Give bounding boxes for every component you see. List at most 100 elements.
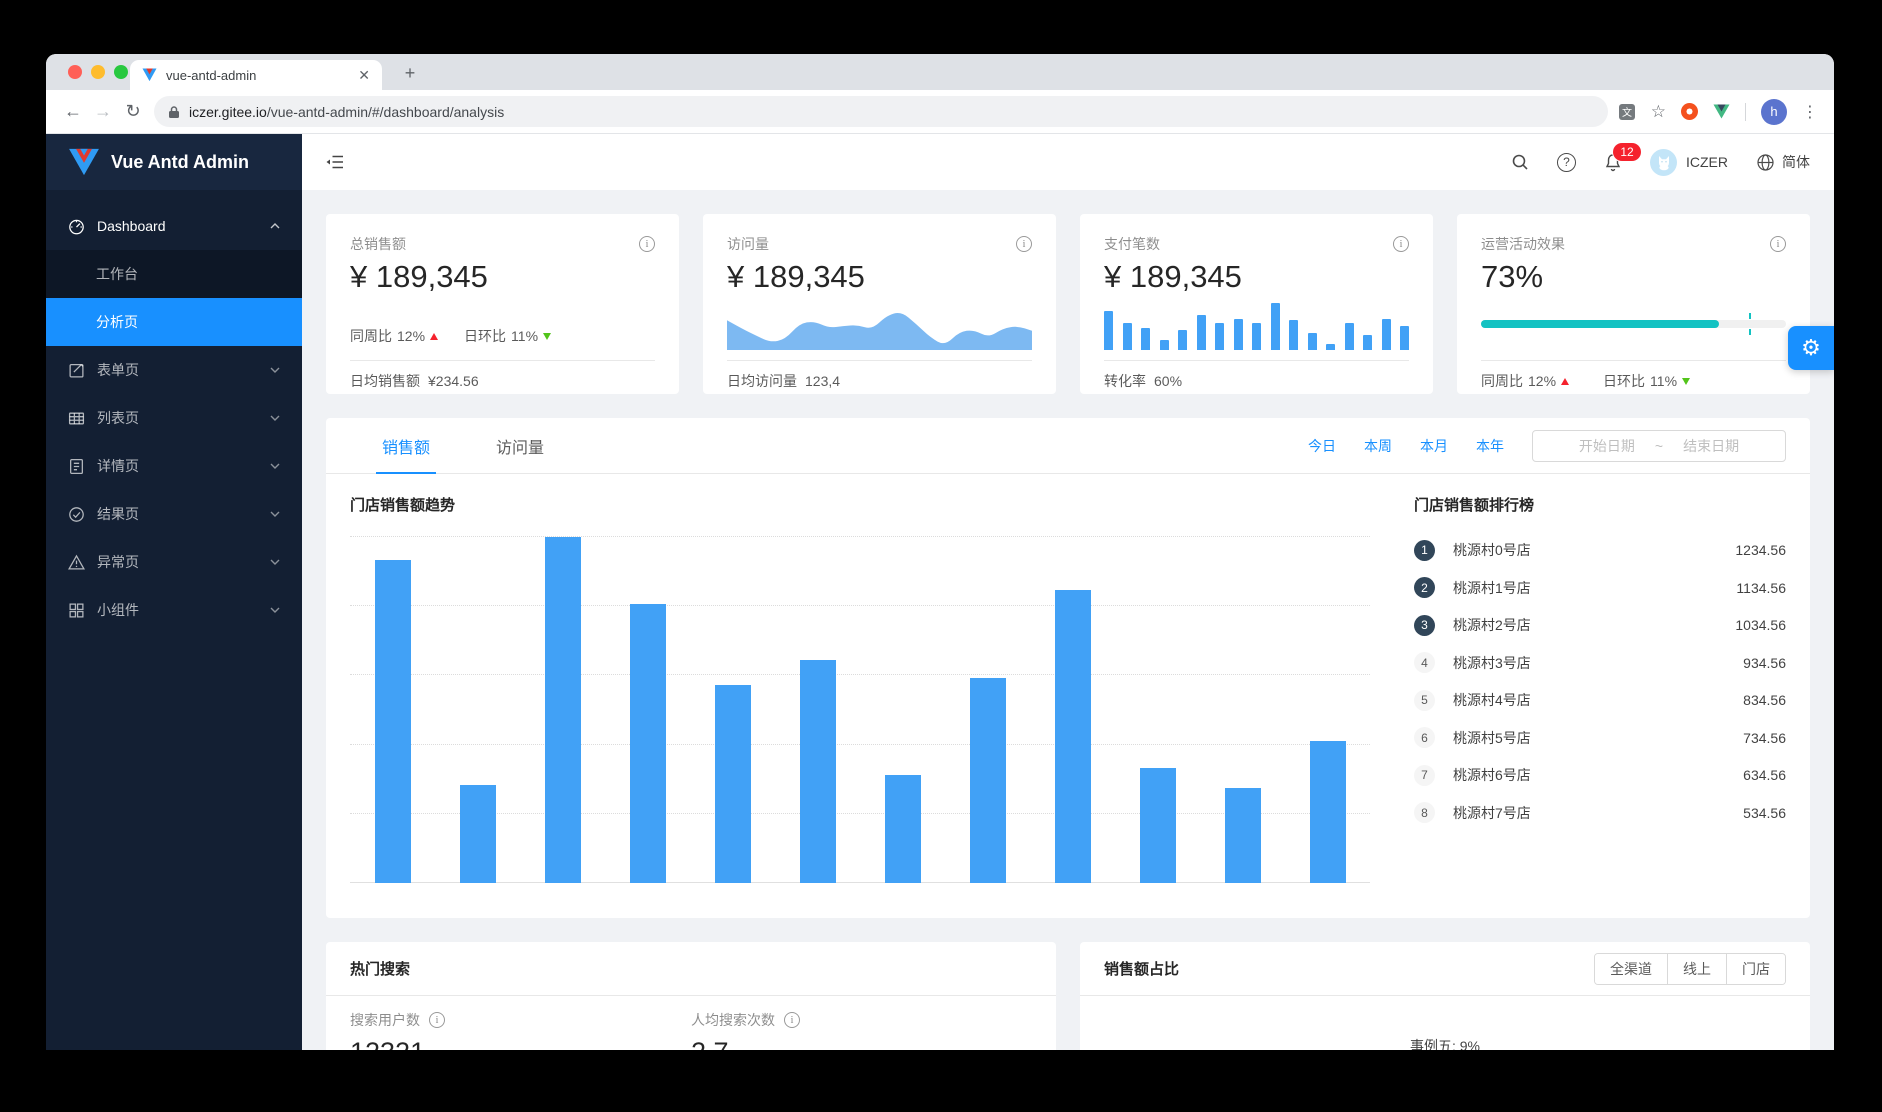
sidebar-item-exception[interactable]: 异常页 <box>46 538 302 586</box>
mini-bar <box>1270 302 1280 350</box>
stat-value: 73% <box>1481 259 1544 294</box>
store-sales-value: 1134.56 <box>1736 579 1786 596</box>
page-content: 总销售额 i ¥ 189,345 同周比 12% 日环比 <box>302 190 1834 1050</box>
sidebar-item-analysis[interactable]: 分析页 <box>46 298 302 346</box>
stat-title: 支付笔数 <box>1104 236 1160 252</box>
store-sales-chart-section: 门店销售额趋势 <box>350 494 1370 898</box>
info-icon[interactable]: i <box>1393 236 1409 252</box>
mini-bar <box>1400 326 1409 350</box>
store-name: 桃源村1号店 <box>1453 579 1531 596</box>
store-name: 桃源村0号店 <box>1453 542 1531 558</box>
back-button[interactable]: ← <box>64 101 82 121</box>
period-today[interactable]: 今日 <box>1308 437 1336 454</box>
help-icon[interactable]: ? <box>1557 152 1576 172</box>
mini-bar <box>1178 330 1187 350</box>
tab-strip: vue-antd-admin ✕ + <box>46 54 1834 90</box>
channel-online-button[interactable]: 线上 <box>1667 953 1726 984</box>
tab-title: vue-antd-admin <box>166 67 257 83</box>
app-frame: Vue Antd Admin Dashboard 工作台 <box>46 134 1834 1050</box>
browser-menu-icon[interactable]: ⋮ <box>1802 103 1818 121</box>
theme-settings-button[interactable]: ⚙ <box>1788 326 1834 370</box>
notification-bell[interactable]: 12 <box>1604 142 1641 172</box>
info-icon[interactable]: i <box>1770 236 1786 252</box>
rank-badge: 5 <box>1414 689 1435 711</box>
notification-badge: 12 <box>1613 142 1641 161</box>
stat-footer-value: ¥234.56 <box>428 373 479 389</box>
ranking-row: 1 桃源村0号店 1234.56 <box>1414 535 1786 565</box>
stat-footer-label: 日均访问量 <box>727 373 797 389</box>
channel-all-button[interactable]: 全渠道 <box>1595 953 1667 984</box>
channel-store-button[interactable]: 门店 <box>1726 953 1785 984</box>
stat-title: 运营活动效果 <box>1481 236 1565 252</box>
profile-icon <box>68 458 85 475</box>
language-switcher[interactable]: 简体 <box>1756 152 1810 172</box>
tab-sales[interactable]: 销售额 <box>375 418 437 474</box>
trend-week: 同周比 12% <box>350 326 439 350</box>
sidebar-item-dashboard[interactable]: Dashboard <box>46 202 302 250</box>
browser-profile-avatar[interactable]: h <box>1761 98 1787 125</box>
form-icon <box>68 362 85 379</box>
user-menu[interactable]: ICZER <box>1650 148 1728 176</box>
tab-visits[interactable]: 访问量 <box>496 439 545 457</box>
trend-value: 12% <box>1528 373 1557 389</box>
sales-ratio-title: 销售额占比 <box>1104 961 1180 978</box>
info-icon[interactable]: i <box>429 1012 445 1028</box>
info-icon[interactable]: i <box>1016 236 1032 252</box>
search-icon[interactable] <box>1511 153 1529 171</box>
store-sales-value: 1034.56 <box>1735 617 1786 633</box>
ranking-row: 6 桃源村5号店 734.56 <box>1414 723 1786 753</box>
period-week[interactable]: 本周 <box>1364 437 1392 454</box>
sidebar-item-detail[interactable]: 详情页 <box>46 442 302 490</box>
stat-cards-row: 总销售额 i ¥ 189,345 同周比 12% 日环比 <box>326 214 1810 394</box>
sidebar-item-form[interactable]: 表单页 <box>46 346 302 394</box>
mini-bar <box>1141 327 1150 350</box>
forward-button[interactable]: → <box>94 101 112 121</box>
svg-text:文: 文 <box>1622 106 1632 119</box>
minimize-window-button[interactable] <box>91 65 105 79</box>
bar <box>459 784 496 883</box>
trend-value: 11% <box>511 328 539 344</box>
info-icon[interactable]: i <box>639 236 655 252</box>
tab-close-icon[interactable]: ✕ <box>358 67 370 83</box>
translate-icon[interactable]: 文 <box>1618 103 1636 121</box>
bar <box>1054 589 1091 883</box>
rank-badge: 1 <box>1414 539 1435 561</box>
delta-value: 71.2 <box>775 1048 804 1050</box>
bar-chart-title: 门店销售额趋势 <box>350 497 456 514</box>
info-icon[interactable]: i <box>784 1012 800 1028</box>
address-bar[interactable]: iczer.gitee.io/vue-antd-admin/#/dashboar… <box>154 96 1608 127</box>
url-path: /vue-antd-admin/#/dashboard/analysis <box>266 103 505 120</box>
sidebar-item-list[interactable]: 列表页 <box>46 394 302 442</box>
date-range-picker[interactable]: 开始日期 ~ 结束日期 <box>1532 429 1786 462</box>
vue-devtools-icon[interactable] <box>1713 104 1730 119</box>
bookmark-star-icon[interactable]: ☆ <box>1650 102 1666 121</box>
sidebar-menu: Dashboard 工作台 分析页 <box>46 190 302 634</box>
bar <box>629 604 666 883</box>
sidebar-item-result[interactable]: 结果页 <box>46 490 302 538</box>
chevron-up-icon <box>270 223 280 229</box>
maximize-window-button[interactable] <box>114 65 128 79</box>
extension-icon[interactable] <box>1681 103 1698 120</box>
app-logo[interactable]: Vue Antd Admin <box>46 134 302 190</box>
mini-bar <box>1196 315 1206 350</box>
period-month[interactable]: 本月 <box>1420 437 1448 454</box>
store-name: 桃源村7号店 <box>1453 804 1531 821</box>
sidebar-item-widgets[interactable]: 小组件 <box>46 586 302 634</box>
rank-badge: 8 <box>1414 802 1435 823</box>
sidebar-item-workplace[interactable]: 工作台 <box>46 250 302 298</box>
chevron-down-icon <box>270 415 280 421</box>
reload-button[interactable]: ↻ <box>125 101 141 121</box>
browser-tab[interactable]: vue-antd-admin ✕ <box>130 60 382 90</box>
stat-footer-label: 日均销售额 <box>350 373 420 389</box>
new-tab-button[interactable]: + <box>404 62 416 83</box>
period-year[interactable]: 本年 <box>1476 437 1504 454</box>
menu-fold-icon[interactable] <box>326 154 344 170</box>
mini-bar <box>1381 319 1391 350</box>
pie-slice-label: 事例五: 9% <box>1409 1038 1480 1050</box>
stat-footer-value: 60% <box>1154 373 1183 389</box>
trend-value: 11% <box>1650 373 1678 389</box>
toolbar-separator <box>1745 102 1746 121</box>
close-window-button[interactable] <box>68 65 82 79</box>
hot-search-card: 热门搜索 搜索用户数 i 12321 <box>326 942 1056 1050</box>
language-label: 简体 <box>1782 154 1810 170</box>
